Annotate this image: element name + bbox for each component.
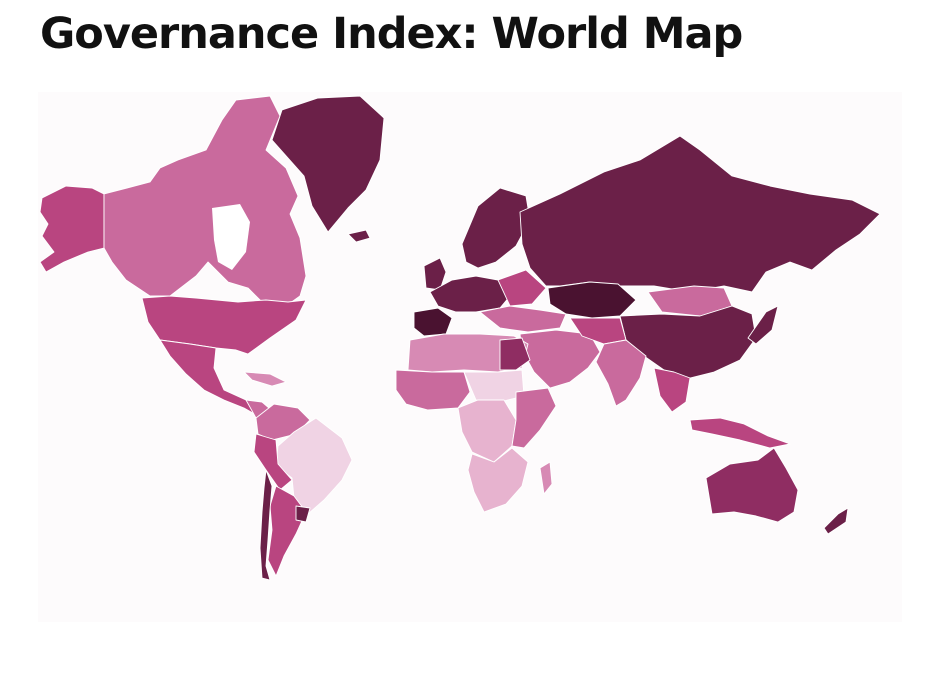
- country-australia[interactable]: [705, 447, 799, 523]
- region-eastern-europe[interactable]: [497, 269, 547, 307]
- country-peru-bolivia[interactable]: [253, 433, 293, 491]
- country-kazakhstan[interactable]: [547, 281, 637, 319]
- region-indonesia[interactable]: [689, 417, 791, 449]
- country-egypt[interactable]: [499, 337, 531, 371]
- country-uruguay[interactable]: [295, 505, 311, 523]
- country-canada[interactable]: [103, 95, 307, 307]
- country-russia[interactable]: [519, 135, 881, 293]
- region-hudson-bay: [212, 204, 250, 270]
- region-caribbean[interactable]: [243, 371, 287, 387]
- map-title: Governance Index: World Map: [40, 9, 743, 59]
- region-balkans-turkey[interactable]: [479, 305, 567, 333]
- country-india[interactable]: [595, 339, 647, 407]
- region-middle-east[interactable]: [519, 329, 601, 389]
- region-sahel[interactable]: [463, 369, 525, 403]
- country-alaska[interactable]: [39, 185, 105, 273]
- country-chile[interactable]: [259, 469, 273, 581]
- country-new-zealand[interactable]: [823, 507, 849, 535]
- country-japan[interactable]: [747, 305, 779, 345]
- country-madagascar[interactable]: [539, 461, 553, 495]
- country-uk-ireland[interactable]: [423, 257, 447, 291]
- region-east-africa[interactable]: [511, 387, 557, 449]
- country-spain-portugal[interactable]: [413, 307, 453, 337]
- country-iceland[interactable]: [347, 229, 371, 243]
- country-greenland[interactable]: [271, 95, 385, 233]
- region-western-europe[interactable]: [429, 275, 511, 313]
- region-southern-africa[interactable]: [467, 447, 529, 513]
- country-norway-sweden-finland[interactable]: [461, 187, 531, 269]
- region-southeast-asia[interactable]: [653, 367, 691, 413]
- region-west-africa[interactable]: [395, 369, 471, 411]
